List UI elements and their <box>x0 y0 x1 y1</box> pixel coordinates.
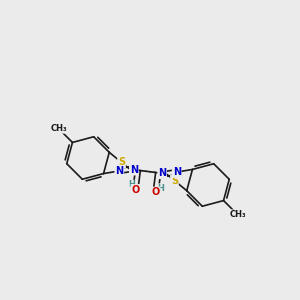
Text: H: H <box>128 181 135 190</box>
Text: O: O <box>152 188 160 197</box>
Text: N: N <box>158 168 166 178</box>
Text: S: S <box>171 176 178 186</box>
Text: N: N <box>130 165 138 175</box>
Text: CH₃: CH₃ <box>50 124 67 133</box>
Text: S: S <box>118 158 125 167</box>
Text: N: N <box>172 167 181 177</box>
Text: CH₃: CH₃ <box>229 210 246 219</box>
Text: H: H <box>157 184 164 193</box>
Text: O: O <box>131 185 140 195</box>
Text: N: N <box>115 166 123 176</box>
